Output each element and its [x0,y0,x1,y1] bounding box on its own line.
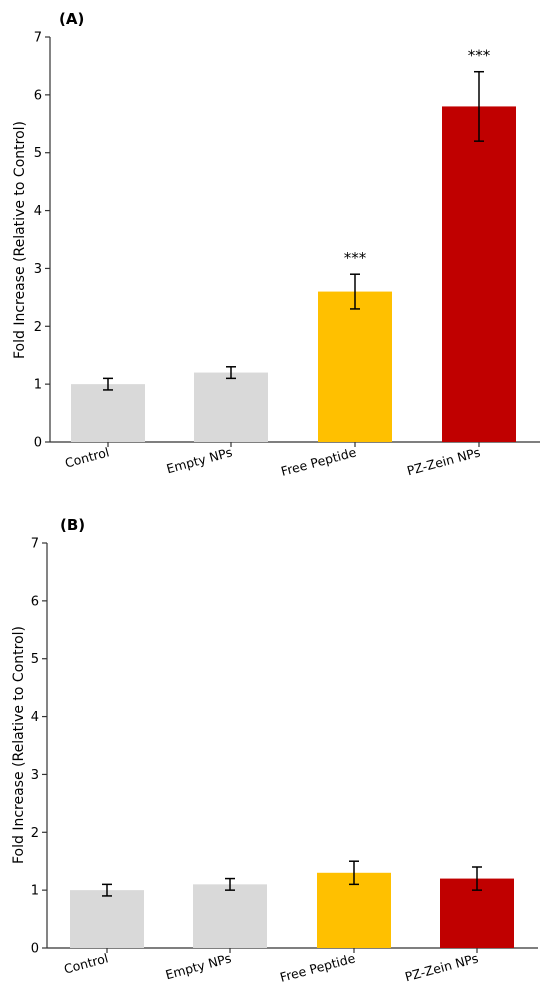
x-tick-label: Empty NPs [164,950,233,982]
y-tick-label: 2 [31,826,39,841]
y-tick-label: 1 [31,884,39,899]
bar [318,291,392,442]
y-tick-label: 2 [34,320,42,335]
y-tick-label: 0 [31,942,39,957]
y-tick-label: 1 [34,378,42,393]
y-tick-label: 7 [31,537,39,552]
bar [194,372,268,442]
marks-b: 0 1 2 3 4 5 6 7 Control Empty NPs Free Peptide PZ-Z… [31,537,538,985]
bar [442,106,516,442]
x-tick-label: Free Peptide [279,444,358,479]
y-tick-label: 4 [31,710,39,725]
y-tick-label: 6 [31,594,39,609]
marks-a: 0 1 2 3 4 5 6 7 Control Empty NPs *** Free Peptide *… [34,31,540,479]
y-axis-label-b: Fold Increase (Relative to Control) [11,626,27,864]
chart-panel-b: (B) Fold Increase (Relative to Control) … [11,516,538,985]
y-tick-label: 0 [34,436,42,451]
significance-label: *** [468,47,491,65]
x-tick-label: Free Peptide [278,950,357,985]
x-tick-label: Control [62,950,110,976]
y-tick-label: 7 [34,31,42,46]
y-tick-label: 3 [34,262,42,277]
chart-panel-a: (A) Fold Increase (Relative to Control) … [12,10,540,479]
y-tick-label: 5 [31,652,39,667]
panel-label-a: (A) [59,10,84,28]
y-axis-label-a: Fold Increase (Relative to Control) [12,121,28,359]
x-tick-label: Control [63,444,111,470]
y-tick-label: 4 [34,204,42,219]
panel-label-b: (B) [60,516,85,534]
bar [317,872,391,948]
y-tick-label: 6 [34,88,42,103]
bar [70,890,144,948]
bar [71,384,145,442]
x-tick-label: PZ-Zein NPs [405,444,482,478]
x-tick-label: Empty NPs [165,444,234,476]
x-tick-label: PZ-Zein NPs [403,950,480,984]
bar [193,884,267,948]
y-tick-label: 5 [34,146,42,161]
significance-label: *** [344,249,367,267]
y-tick-label: 3 [31,768,39,783]
